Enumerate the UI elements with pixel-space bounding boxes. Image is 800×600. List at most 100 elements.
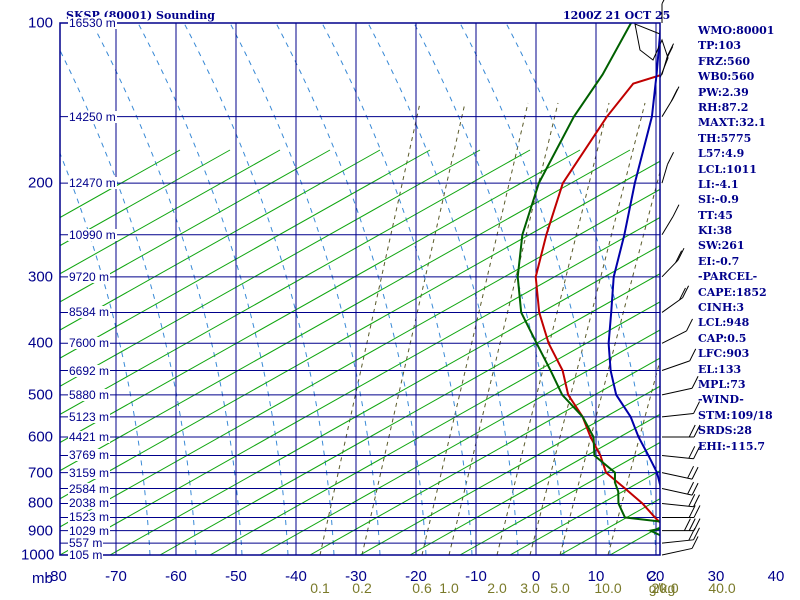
index-line: CAP:0.5 — [698, 331, 747, 345]
wind-barb-350 — [661, 285, 690, 313]
mixing-ratio-label: 40.0 — [708, 580, 736, 596]
isobar-lines — [60, 22, 660, 556]
temperature-profile — [534, 74, 660, 524]
temp-tick-label: -60 — [165, 568, 187, 585]
wind-barb-800 — [661, 494, 700, 508]
dry-adiabat — [60, 149, 531, 415]
index-line: RH:87.2 — [698, 100, 749, 114]
wind-barb-200 — [661, 152, 675, 184]
wind-barb-100 — [661, 0, 665, 23]
dry-adiabat — [259, 329, 660, 555]
index-line: EI:-0.7 — [698, 254, 740, 268]
dry-adiabat — [60, 149, 581, 444]
wind-barb-300 — [661, 247, 685, 278]
index-line: EHI:-115.7 — [698, 439, 765, 453]
pressure-tick-label: 1000 — [21, 546, 55, 564]
moist-adiabat — [367, 23, 519, 555]
mixing-ratio-label: 0.2 — [352, 580, 372, 596]
pressure-unit: mb — [32, 570, 53, 587]
dry-adiabat — [109, 245, 660, 555]
temp-tick-label: 0 — [531, 568, 541, 585]
height-label: 5880 m — [68, 387, 111, 402]
wind-barb-150 — [661, 86, 680, 117]
height-label: 12470 m — [68, 176, 117, 191]
mixing-ratio-label: 0.6 — [412, 580, 432, 596]
index-line: CINH:3 — [698, 301, 745, 315]
index-line: LCL:1011 — [698, 162, 757, 176]
temp-tick-label: 40 — [767, 568, 785, 585]
isotherm-lines — [115, 23, 657, 555]
mixing-ratio-label: 3.0 — [520, 580, 540, 596]
wind-barb-850 — [662, 505, 701, 518]
hodograph — [634, 23, 669, 79]
height-label: 9720 m — [68, 269, 111, 284]
index-line: SRDS:28 — [698, 424, 752, 438]
index-line: SI:-0.9 — [698, 193, 739, 207]
dewpoint-profile — [516, 23, 660, 537]
temp-tick-label: 30 — [707, 568, 725, 585]
mixing-ratio-label: 10.0 — [594, 580, 622, 596]
wind-barb-750 — [661, 481, 699, 496]
wind-barb-650 — [661, 446, 700, 460]
moist-adiabat — [60, 49, 197, 555]
wind-barb-450 — [661, 348, 697, 371]
wind-barb-250 — [661, 204, 680, 235]
height-label: 16530 m — [68, 16, 117, 30]
pressure-tick-label: 500 — [28, 386, 54, 404]
pressure-tick-label: 800 — [28, 494, 54, 512]
index-line: MPL:73 — [698, 377, 746, 391]
mixing-ratio-line — [529, 102, 646, 555]
wind-barbs — [661, 0, 701, 556]
dry-adiabat — [309, 357, 660, 555]
index-line: SW:261 — [698, 239, 745, 253]
dry-adiabat — [409, 413, 660, 555]
dry-adiabat — [60, 188, 660, 528]
temp-tick-label: -20 — [405, 568, 427, 585]
temp-tick-label: -50 — [225, 568, 247, 585]
index-line: KI:38 — [698, 224, 733, 238]
moist-adiabat — [275, 23, 427, 555]
sounding-time: 1200Z 21 OCT 25 — [563, 9, 671, 22]
moist-adiabat — [60, 152, 151, 555]
temp-tick-label: 20 — [647, 568, 665, 585]
height-label: 1523 m — [68, 510, 111, 525]
index-line: -WIND- — [698, 393, 744, 407]
index-line: TT:45 — [698, 208, 733, 222]
dry-adiabat — [60, 149, 431, 359]
temp-tick-label: 10 — [587, 568, 605, 585]
mixing-ratio-label: 5.0 — [550, 580, 570, 596]
height-label: 105 m — [68, 548, 104, 562]
height-label: 10990 m — [68, 227, 117, 242]
moist-adiabat — [413, 23, 565, 555]
dry-adiabat — [159, 273, 660, 555]
height-label: 14250 m — [68, 109, 117, 124]
pressure-tick-label: 700 — [28, 464, 54, 482]
index-line: WB0:560 — [698, 70, 755, 84]
moist-adiabat — [321, 23, 473, 555]
moist-adiabat — [137, 23, 289, 555]
mixing-ratio-lines — [319, 102, 660, 555]
index-line: LFC:903 — [698, 347, 750, 361]
mixing-ratio-label: 0.1 — [310, 580, 330, 596]
index-line: TH:5775 — [698, 131, 752, 145]
dry-adiabat — [209, 301, 660, 555]
pressure-tick-label: 900 — [28, 522, 54, 540]
height-label: 1029 m — [68, 523, 111, 538]
index-line: CAPE:1852 — [698, 285, 767, 299]
moist-adiabat — [505, 23, 657, 555]
pressure-tick-label: 300 — [28, 268, 54, 286]
index-line: -PARCEL- — [698, 270, 758, 284]
height-label: 6692 m — [68, 363, 111, 378]
indices-panel: WMO:80001 TP:103 FRZ:560 WB0:560 PW:2.39 RH:8… — [698, 23, 798, 454]
moist-adiabat — [183, 23, 335, 555]
index-line: MAXT:32.1 — [698, 116, 766, 130]
height-label: 4421 m — [68, 429, 111, 444]
pressure-tick-label: 100 — [28, 14, 54, 32]
temp-tick-label: -70 — [105, 568, 127, 585]
sounding-profiles — [516, 23, 660, 537]
index-line: EL:133 — [698, 362, 742, 376]
moist-adiabat — [229, 23, 381, 555]
wind-barb-600 — [662, 424, 701, 438]
parcel-profile — [607, 23, 660, 489]
moist-adiabat — [459, 23, 611, 555]
